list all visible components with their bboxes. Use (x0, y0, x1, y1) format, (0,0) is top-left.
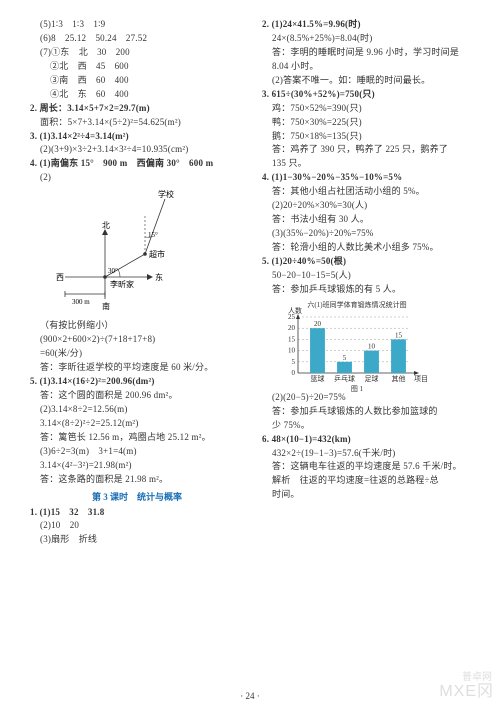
svg-text:10: 10 (288, 346, 296, 354)
text-line: 鸡：750×52%=390(只) (262, 102, 476, 116)
r-question-4: 4. (1)1−30%−20%−35%−10%=5% (262, 171, 476, 185)
text-line: ③南 西 60 400 (30, 74, 244, 88)
text-line: 3.14×(4²−3²)=21.98(m²) (30, 459, 244, 473)
text-line: 答：这辆电车往返的平均速度是 57.6 千米/时。 (262, 460, 476, 474)
svg-text:5: 5 (343, 354, 347, 362)
text-line: 答：轮滑小组的人数比美术小组多 75%。 (262, 241, 476, 255)
text-line: 135 只。 (262, 157, 476, 171)
label-home: 李昕家 (110, 279, 134, 289)
svg-text:20: 20 (288, 324, 296, 332)
r-question-2: 2. (1)24×41.5%=9.96(时) (262, 18, 476, 32)
question-5: 5. (1)3.14×(16÷2)²=200.96(dm²) (30, 375, 244, 389)
text-line: (2)20÷20%×30%=30(人) (262, 199, 476, 213)
r-question-5: 5. (1)20÷40%=50(根) (262, 255, 476, 269)
text-line: 答：参加乒乓球锻炼的有 5 人。 (262, 283, 476, 297)
section-q1: 1. (1)15 32 31.8 (30, 506, 244, 520)
watermark-main: MXE冈 (439, 677, 494, 701)
r-question-6: 6. 48×(10−1)=432(km) (262, 433, 476, 447)
text-line: 432×2÷(19−1−3)=57.6(千米/时) (262, 447, 476, 461)
text-line: 解析 往返的平均速度=往返的总路程÷总 (262, 474, 476, 488)
text-line: (3)6÷2=3(m) 3+1=4(m) (30, 445, 244, 459)
text-line: (5)1∶3 1∶3 1∶9 (30, 18, 244, 32)
text-line: 答：篱笆长 12.56 m，鸡圈占地 25.12 m²。 (30, 431, 244, 445)
text-line: 8.04 小时。 (262, 60, 476, 74)
text-line: =60(米/分) (30, 347, 244, 361)
text-line: 答：其他小组占社团活动小组的 5%。 (262, 185, 476, 199)
text-line: 答：这个圆的面积是 200.96 dm²。 (30, 389, 244, 403)
text-line: ②北 西 45 600 (30, 60, 244, 74)
text-line: (3)(35%−20%)÷20%=75% (262, 227, 476, 241)
text-line: (2) (30, 171, 244, 185)
text-line: 3.14×(8÷2)²÷2=25.12(m²) (30, 417, 244, 431)
text-line: 答：李昕往返学校的平均速度是 60 米/分。 (30, 361, 244, 375)
text-line: 少 75%。 (262, 419, 476, 433)
text-line: (2)10 20 (30, 519, 244, 533)
svg-text:0: 0 (292, 369, 296, 377)
bar-chart: 六(1)班同学体育锻炼情况统计图人数051015202520篮球5乒乓球10足球… (276, 299, 431, 389)
label-market: 超市 (149, 249, 165, 259)
text-line: (2)3.14×8÷2=12.56(m) (30, 403, 244, 417)
section-title: 第 3 课时 统计与概率 (30, 490, 244, 503)
page-number: · 24 · (0, 691, 500, 701)
question-2: 2. 周长：3.14×5+7×2=29.7(m) (30, 102, 244, 116)
svg-text:乒乓球: 乒乓球 (334, 374, 355, 383)
left-column: (5)1∶3 1∶3 1∶9 (6)8 25.12 50.24 27.52 (7… (30, 18, 244, 547)
svg-text:六(1)班同学体育锻炼情况统计图: 六(1)班同学体育锻炼情况统计图 (307, 300, 406, 309)
label-east: 东 (155, 272, 163, 282)
question-3: 3. (1)3.14×2²÷4=3.14(m²) (30, 130, 244, 144)
svg-text:5: 5 (292, 358, 296, 366)
svg-text:10: 10 (368, 342, 376, 350)
svg-text:项目: 项目 (414, 375, 428, 383)
text-line: ④北 东 60 400 (30, 88, 244, 102)
label-south: 南 (102, 301, 110, 311)
text-line: （有按比例缩小） (30, 319, 244, 333)
text-line: 答：这条路的面积是 21.98 m²。 (30, 473, 244, 487)
text-line: 答：参加乒乓球锻炼的人数比参加篮球的 (262, 405, 476, 419)
svg-text:篮球: 篮球 (311, 374, 325, 383)
text-line: (6)8 25.12 50.24 27.52 (30, 32, 244, 46)
text-line: (2)(3+9)×3÷2+3.14×3²÷4=10.935(cm²) (30, 143, 244, 157)
svg-text:图 1: 图 1 (351, 385, 364, 393)
label-300m: 300 m (72, 298, 90, 306)
text-line: 24×(8.5%+25%)=8.04(时) (262, 32, 476, 46)
text-line: 50−20−10−15=5(人) (262, 269, 476, 283)
text-line: (900×2+600×2)÷(7+18+17+8) (30, 333, 244, 347)
text-line: 答：鸡养了 390 只，鸭养了 225 只，鹅养了 (262, 143, 476, 157)
compass-diagram: 学校 北 南 东 西 超市 李昕家 (50, 187, 200, 317)
label-30deg: 30° (108, 267, 118, 275)
text-line: 答：书法小组有 30 人。 (262, 213, 476, 227)
text-line: 鹅：750×18%=135(只) (262, 130, 476, 144)
label-west: 西 (56, 273, 64, 282)
label-school: 学校 (158, 189, 174, 199)
text-line: (2)答案不唯一。如：睡眠的时间最长。 (262, 74, 476, 88)
svg-text:足球: 足球 (365, 374, 379, 383)
text-line: (7)①东 北 30 200 (30, 46, 244, 60)
text-line: 时间。 (262, 488, 476, 502)
label-15deg: 15° (148, 231, 158, 239)
svg-text:15: 15 (288, 335, 296, 343)
text-line: 鸭：750×30%=225(只) (262, 116, 476, 130)
svg-text:其他: 其他 (392, 374, 406, 383)
text-line: 答：李明的睡眠时间是 9.96 小时，学习时间是 (262, 46, 476, 60)
text-line: 面积：5×7+3.14×(5÷2)²=54.625(m²) (30, 116, 244, 130)
question-4: 4. (1)南偏东 15° 900 m 西偏南 30° 600 m (30, 157, 244, 171)
svg-text:25: 25 (288, 313, 296, 321)
page-container: (5)1∶3 1∶3 1∶9 (6)8 25.12 50.24 27.52 (7… (0, 0, 500, 557)
svg-text:15: 15 (395, 331, 403, 339)
text-line: (3)扇形 折线 (30, 533, 244, 547)
label-north: 北 (102, 221, 110, 230)
r-question-3: 3. 615÷(30%+52%)=750(只) (262, 88, 476, 102)
right-column: 2. (1)24×41.5%=9.96(时) 24×(8.5%+25%)=8.0… (262, 18, 476, 547)
svg-text:20: 20 (314, 320, 322, 328)
